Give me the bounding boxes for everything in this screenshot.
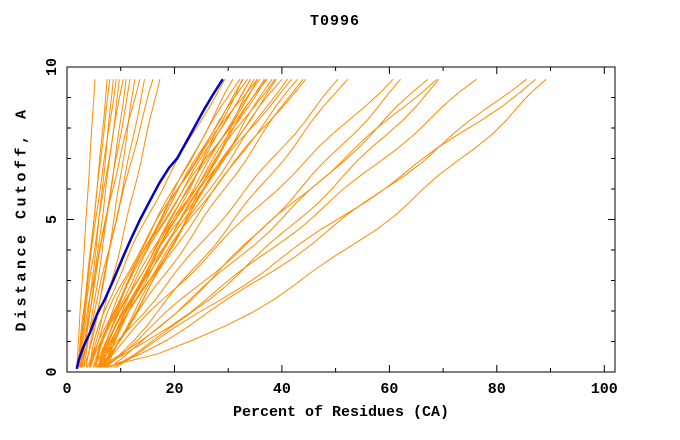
highlighted-model-curve [75,78,224,370]
model-curve [77,79,117,368]
model-curve [106,78,528,368]
model-curve [78,79,124,368]
x-axis-title: Percent of Residues (CA) [232,404,450,421]
model-curve [82,79,127,368]
model-curve [98,78,258,368]
y-tick-label: 0 [44,367,61,376]
model-curve [97,78,249,368]
model-curves [75,78,547,370]
x-tick-label: 80 [488,381,506,398]
model-curve [103,78,292,368]
y-tick-label: 10 [44,58,61,76]
model-curve [106,78,306,368]
model-curve [112,78,440,368]
model-curve [83,79,136,368]
model-curve [105,78,438,368]
model-curve [97,78,276,368]
model-curve [76,79,96,368]
model-curve [95,78,339,368]
model-curve [78,79,111,368]
x-tick-label: 0 [62,381,71,398]
model-curve [105,78,349,368]
model-curve [104,78,267,368]
chart-title: T0996 [309,13,361,30]
model-curve [98,78,304,368]
model-curve [95,78,268,368]
model-curve [81,79,154,368]
model-curve [90,78,258,368]
model-curve [98,78,288,368]
model-curve [115,78,537,368]
model-curve [105,78,283,368]
x-tick-label: 40 [273,381,291,398]
y-tick-label: 5 [44,215,61,224]
model-curve [107,78,298,368]
x-tick-label: 60 [380,381,398,398]
model-curve [104,78,547,368]
model-curve [79,79,141,368]
model-curve [100,78,394,368]
model-curve [100,78,477,368]
x-tick-label: 20 [165,381,183,398]
x-tick-label: 100 [591,381,618,398]
axis-ticks [66,66,615,373]
model-curve [89,78,226,368]
model-curve [95,78,252,368]
model-curve [86,79,161,368]
